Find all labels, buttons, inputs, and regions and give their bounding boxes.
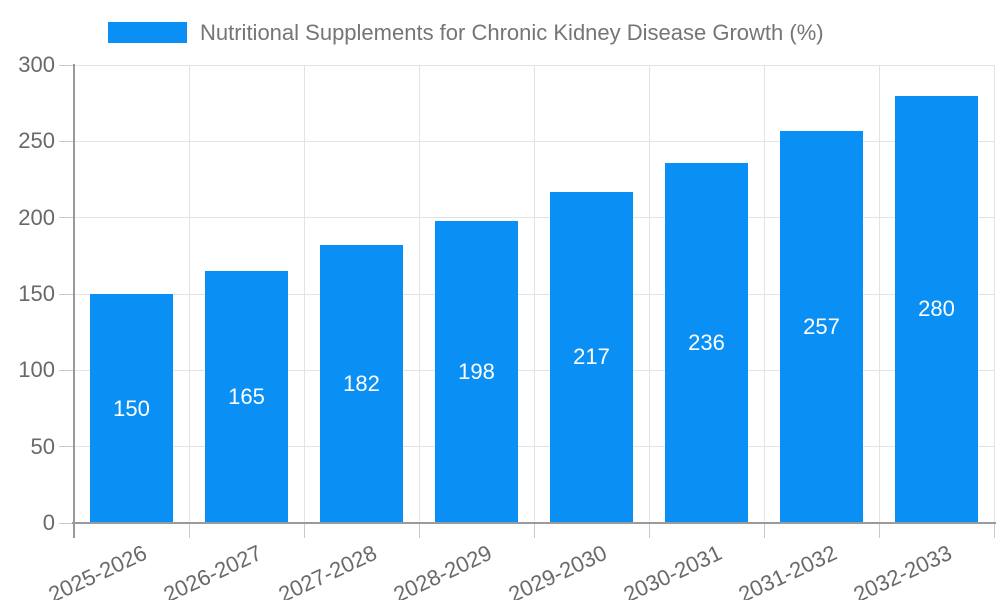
y-tick-label: 300 — [18, 52, 55, 77]
bar-value-label: 280 — [918, 296, 955, 322]
y-axis-line — [72, 64, 75, 538]
x-axis-tick — [993, 523, 995, 538]
x-axis-tick — [648, 523, 650, 538]
gridline-x — [188, 65, 190, 523]
legend-swatch — [108, 22, 187, 43]
bar — [205, 271, 288, 523]
gridline-x — [648, 65, 650, 523]
y-tick-label: 50 — [30, 433, 55, 459]
bar — [90, 294, 173, 523]
bar-value-label: 257 — [803, 313, 840, 339]
bar — [550, 191, 633, 523]
gridline-x — [533, 65, 535, 523]
legend-label: Nutritional Supplements for Chronic Kidn… — [200, 19, 824, 45]
y-axis-tick — [59, 369, 74, 371]
bar-value-label: 165 — [228, 384, 265, 410]
x-axis-tick — [763, 523, 765, 538]
y-tick-label: 0 — [42, 510, 55, 535]
bar — [895, 95, 978, 523]
y-axis-tick — [59, 140, 74, 142]
bar-value-label: 217 — [573, 344, 610, 370]
y-axis-tick — [59, 64, 74, 66]
y-axis-tick — [59, 446, 74, 448]
y-tick-label: 100 — [18, 357, 55, 383]
bar-value-label: 182 — [343, 371, 380, 397]
x-tick-label: 2025-2026 — [44, 540, 151, 600]
y-tick-label: 250 — [18, 128, 55, 154]
bar — [320, 245, 403, 523]
bar-value-label: 150 — [113, 395, 150, 421]
x-axis-tick — [418, 523, 420, 538]
x-axis-tick — [188, 523, 190, 538]
y-tick-label: 200 — [18, 204, 55, 230]
bar-value-label: 198 — [458, 358, 495, 384]
y-axis-tick — [59, 522, 74, 524]
gridline-x — [303, 65, 305, 523]
y-axis-tick — [59, 293, 74, 295]
gridline-x — [763, 65, 765, 523]
gridline-x — [418, 65, 420, 523]
x-axis-line — [72, 522, 996, 524]
x-axis-tick — [878, 523, 880, 538]
bar — [435, 220, 518, 523]
bar — [665, 162, 748, 523]
gridline-x — [993, 65, 995, 523]
bar-value-label: 236 — [688, 329, 725, 355]
legend-item[interactable]: Nutritional Supplements for Chronic Kidn… — [108, 20, 824, 45]
x-axis-tick — [303, 523, 305, 538]
y-tick-label: 150 — [18, 281, 55, 306]
x-axis-tick — [533, 523, 535, 538]
gridline-x — [878, 65, 880, 523]
bar — [780, 130, 863, 523]
y-axis-tick — [59, 217, 74, 219]
